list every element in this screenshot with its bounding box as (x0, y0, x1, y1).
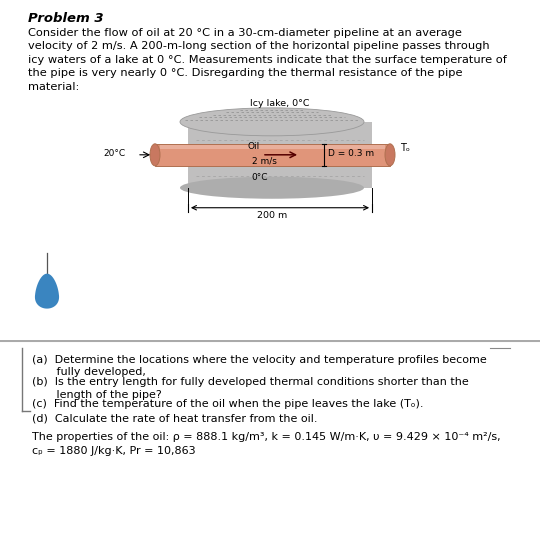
Text: icy waters of a lake at 0 °C. Measurements indicate that the surface temperature: icy waters of a lake at 0 °C. Measuremen… (28, 55, 507, 65)
Bar (188, 122, 372, 188)
Text: (c)  Find the temperature of the oil when the pipe leaves the lake (Tₒ).: (c) Find the temperature of the oil when… (32, 399, 423, 410)
Text: (a)  Determine the locations where the velocity and temperature profiles become: (a) Determine the locations where the ve… (32, 355, 487, 364)
Ellipse shape (150, 144, 160, 166)
Bar (155, 144, 390, 166)
Text: Consider the flow of oil at 20 °C in a 30-cm-diameter pipeline at an average: Consider the flow of oil at 20 °C in a 3… (28, 28, 462, 38)
Text: 0°C: 0°C (252, 173, 268, 182)
Ellipse shape (180, 177, 364, 199)
Text: cₚ = 1880 J/kg·K, Pr = 10,863: cₚ = 1880 J/kg·K, Pr = 10,863 (32, 446, 195, 457)
Ellipse shape (385, 144, 395, 166)
Text: 2 m/s: 2 m/s (252, 157, 276, 166)
Text: length of the pipe?: length of the pipe? (32, 390, 162, 400)
Text: Oil: Oil (248, 142, 260, 151)
Text: fully developed,: fully developed, (32, 368, 146, 377)
Text: (d)  Calculate the rate of heat transfer from the oil.: (d) Calculate the rate of heat transfer … (32, 413, 318, 423)
Polygon shape (35, 274, 59, 309)
Text: the pipe is very nearly 0 °C. Disregarding the thermal resistance of the pipe: the pipe is very nearly 0 °C. Disregardi… (28, 68, 462, 78)
Text: material:: material: (28, 82, 79, 92)
Text: Problem 3: Problem 3 (28, 12, 104, 25)
Text: (b)  Is the entry length for fully developed thermal conditions shorter than the: (b) Is the entry length for fully develo… (32, 377, 469, 388)
Text: Icy lake, 0°C: Icy lake, 0°C (250, 99, 310, 108)
Ellipse shape (180, 108, 364, 136)
Text: The properties of the oil: ρ = 888.1 kg/m³, k = 0.145 W/m·K, υ = 9.429 × 10⁻⁴ m²: The properties of the oil: ρ = 888.1 kg/… (32, 432, 501, 443)
Text: 200 m: 200 m (257, 211, 287, 220)
Text: Tₒ: Tₒ (400, 143, 410, 153)
Text: D = 0.3 m: D = 0.3 m (328, 149, 374, 158)
Text: 20°C: 20°C (103, 149, 125, 158)
Text: velocity of 2 m/s. A 200-m-long section of the horizontal pipeline passes throug: velocity of 2 m/s. A 200-m-long section … (28, 42, 490, 51)
Bar (160, 145, 385, 149)
